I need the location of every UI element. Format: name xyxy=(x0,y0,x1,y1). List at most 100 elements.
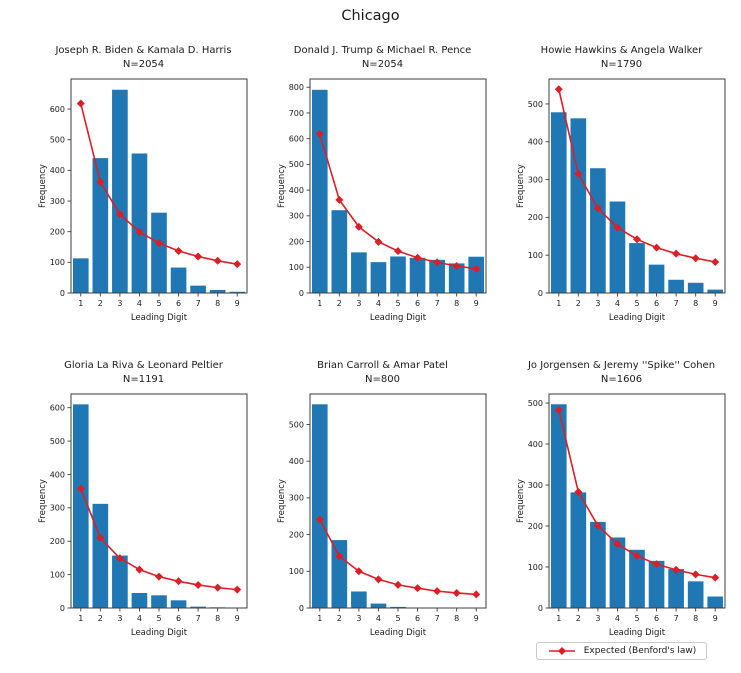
sample-size: N=1790 xyxy=(600,58,643,70)
bar-digit-2 xyxy=(92,158,109,293)
bar-digit-9 xyxy=(468,256,485,293)
candidate-names: Joseph R. Biden & Kamala D. Harris xyxy=(55,45,232,56)
y-axis-label: Frequency xyxy=(516,479,526,523)
sample-size: N=2054 xyxy=(122,58,165,70)
candidate-names: Brian Carroll & Amar Patel xyxy=(317,360,448,371)
y-axis-tick-label: 100 xyxy=(289,263,304,272)
x-axis-tick-label: 8 xyxy=(454,299,459,308)
bar-digit-2 xyxy=(92,503,109,608)
benford-marker-digit-5 xyxy=(394,580,402,589)
y-axis-tick-label: 500 xyxy=(289,420,304,429)
bar-digit-2 xyxy=(570,492,587,608)
x-axis-tick-label: 2 xyxy=(576,299,581,308)
y-axis-tick-label: 100 xyxy=(528,563,543,572)
benford-marker-digit-2 xyxy=(335,552,344,561)
subplot-title: Jo Jorgensen & Jeremy ''Spike'' Cohen N=… xyxy=(528,359,715,387)
y-axis-tick-label: 400 xyxy=(289,186,304,195)
x-axis-tick-label: 3 xyxy=(356,299,361,308)
chart-canvas-hawkins-walker: 0 100 200 300 400 500 1 2 3 4 5 6 7 8 9 Leading Digit Fr… xyxy=(516,78,726,323)
x-axis-tick-label: 6 xyxy=(176,614,181,623)
y-axis-tick-label: 300 xyxy=(50,504,65,513)
y-axis-tick-label: 200 xyxy=(289,530,304,539)
subplot-title: Gloria La Riva & Leonard Peltier N=1191 xyxy=(64,359,223,387)
chart-canvas-la-riva-peltier: 0 100 200 300 400 500 600 1 2 3 4 5 6 7 8 9 Leading Digi… xyxy=(38,393,248,638)
y-axis-tick-label: 100 xyxy=(289,567,304,576)
benford-marker-digit-5 xyxy=(394,247,402,256)
axis-frame xyxy=(548,78,726,294)
subplot-trump-pence: Donald J. Trump & Michael R. Pence N=205… xyxy=(263,44,502,325)
bar-digit-5 xyxy=(629,549,645,608)
subplot-title: Howie Hawkins & Angela Walker N=1790 xyxy=(541,44,703,72)
bar-digit-3 xyxy=(590,521,606,608)
candidate-names: Howie Hawkins & Angela Walker xyxy=(540,45,703,56)
x-axis-tick-label: 7 xyxy=(674,299,679,308)
bar-digit-8 xyxy=(687,282,704,293)
bar-digit-7 xyxy=(429,259,445,293)
chart-canvas-biden-harris: 0 100 200 300 400 500 600 1 2 3 4 5 6 7 8 9 Leading Digi… xyxy=(38,78,248,323)
bar-digit-6 xyxy=(170,267,187,293)
bar-digit-1 xyxy=(550,404,567,608)
benford-marker-digit-2 xyxy=(96,178,105,187)
benford-marker-digit-7 xyxy=(194,252,203,261)
legend-diamond-marker xyxy=(557,647,566,655)
benford-marker-digit-6 xyxy=(413,253,422,262)
benford-marker-digit-1 xyxy=(76,484,85,493)
y-axis-tick-label: 800 xyxy=(289,83,304,92)
x-axis-tick-label: 5 xyxy=(156,614,161,623)
benford-marker-digit-7 xyxy=(672,249,681,258)
axis-frame xyxy=(548,393,726,609)
y-axis-tick-label: 0 xyxy=(538,289,543,298)
bar-digit-4 xyxy=(131,592,148,608)
benford-marker-digit-1 xyxy=(554,405,563,414)
benford-marker-digit-7 xyxy=(672,565,681,574)
x-axis-tick-label: 4 xyxy=(376,299,381,308)
y-axis-tick-label: 700 xyxy=(289,109,304,118)
x-axis-label: Leading Digit xyxy=(609,628,666,638)
bar-digit-2 xyxy=(331,210,348,293)
bar-digit-1 xyxy=(550,112,567,293)
bar-digit-5 xyxy=(151,212,167,293)
y-axis-tick-label: 0 xyxy=(60,289,65,298)
y-axis-tick-label: 400 xyxy=(528,440,543,449)
benford-marker-digit-9 xyxy=(233,585,242,594)
benford-marker-digit-5 xyxy=(155,572,163,581)
sample-size: N=800 xyxy=(365,373,400,385)
benford-marker-digit-5 xyxy=(633,551,641,560)
x-axis-tick-label: 2 xyxy=(576,614,581,623)
benford-marker-digit-8 xyxy=(691,570,700,579)
bar-digit-7 xyxy=(668,569,684,608)
x-axis-tick-label: 7 xyxy=(674,614,679,623)
benford-marker-digit-9 xyxy=(233,260,242,269)
x-axis-tick-label: 6 xyxy=(654,299,659,308)
x-axis-tick-label: 4 xyxy=(137,614,142,623)
y-axis-tick-label: 500 xyxy=(528,100,543,109)
bar-digit-1 xyxy=(311,404,328,608)
benford-marker-digit-9 xyxy=(472,264,481,273)
benford-marker-digit-1 xyxy=(76,99,85,108)
y-axis-tick-label: 600 xyxy=(50,403,65,412)
bar-digit-5 xyxy=(151,595,167,608)
benford-marker-digit-6 xyxy=(652,560,661,569)
y-axis-tick-label: 100 xyxy=(528,251,543,260)
x-axis-tick-label: 1 xyxy=(556,299,561,308)
x-axis-tick-label: 8 xyxy=(693,614,698,623)
x-axis-label: Leading Digit xyxy=(370,313,427,323)
sample-size: N=1191 xyxy=(122,373,165,385)
subplot-hawkins-walker: Howie Hawkins & Angela Walker N=1790 0 10… xyxy=(502,44,741,325)
bar-digit-4 xyxy=(609,537,626,608)
bar-digit-1 xyxy=(72,404,89,608)
x-axis-tick-label: 3 xyxy=(117,299,122,308)
y-axis-tick-label: 300 xyxy=(50,197,65,206)
y-axis-tick-label: 600 xyxy=(289,134,304,143)
sample-size: N=2054 xyxy=(361,58,404,70)
y-axis-tick-label: 0 xyxy=(60,604,65,613)
benford-marker-digit-3 xyxy=(354,567,363,576)
x-axis-tick-label: 7 xyxy=(196,614,201,623)
x-axis-label: Leading Digit xyxy=(131,628,188,638)
y-axis-label: Frequency xyxy=(38,164,48,208)
benford-marker-digit-1 xyxy=(315,515,324,524)
benford-marker-digit-4 xyxy=(613,223,622,232)
figure-title: Chicago xyxy=(341,8,400,24)
benford-marker-digit-2 xyxy=(574,169,583,178)
